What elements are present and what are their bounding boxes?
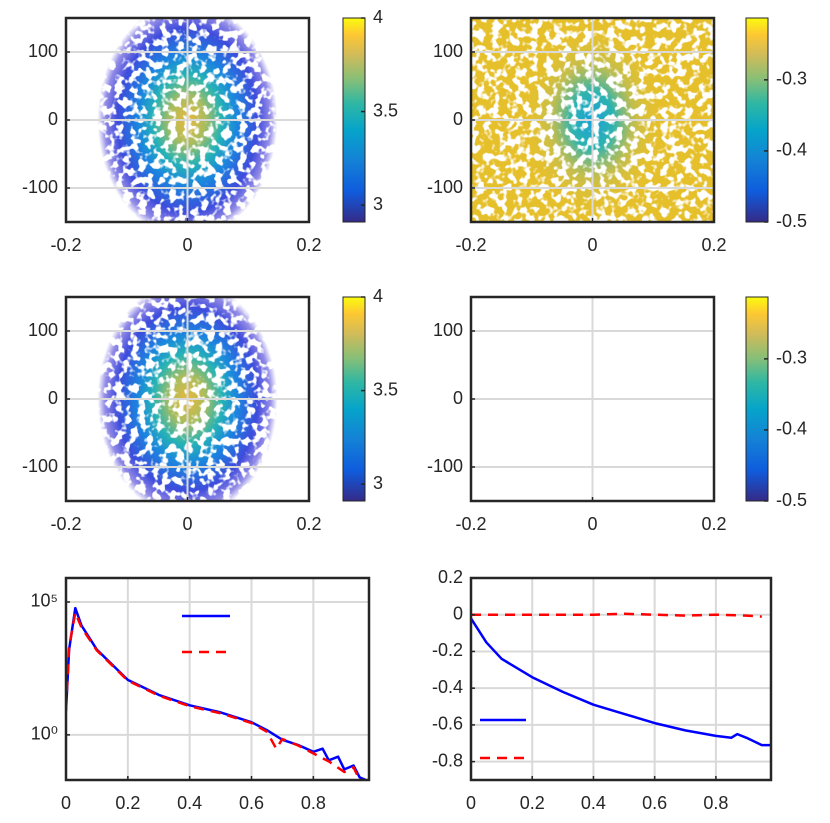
x-tick-label: 0.2 xyxy=(701,514,726,534)
axes-box xyxy=(64,576,371,782)
colorbar-tick-label: 3.5 xyxy=(373,379,398,399)
y-tick-label: 100 xyxy=(28,320,58,340)
y-tick-label: 0.2 xyxy=(438,567,463,587)
y-tick-label: 100 xyxy=(28,41,58,61)
y-tick-label: 10⁵ xyxy=(31,591,58,611)
x-tick-label: 0 xyxy=(466,793,476,813)
plot-area xyxy=(66,18,309,222)
y-tick-label: -0.8 xyxy=(432,750,463,770)
y-tick-label: 0 xyxy=(453,109,463,129)
y-tick-label: -0.2 xyxy=(432,640,463,660)
series-line xyxy=(471,617,771,747)
x-tick-label: 0 xyxy=(182,235,192,255)
x-tick-label: 0.2 xyxy=(296,235,321,255)
x-tick-label: 0.6 xyxy=(239,793,264,813)
x-tick-label: 0 xyxy=(587,514,597,534)
x-tick-label: 0.4 xyxy=(177,793,202,813)
y-tick-label: 100 xyxy=(433,320,463,340)
x-tick-label: 0.4 xyxy=(581,793,606,813)
x-tick-label: 0.2 xyxy=(115,793,140,813)
axes-box xyxy=(469,576,773,782)
x-tick-label: 0 xyxy=(587,235,597,255)
series-line xyxy=(471,612,762,618)
plot-area xyxy=(471,297,714,501)
y-tick-label: -100 xyxy=(427,456,463,476)
x-tick-label: -0.2 xyxy=(455,514,486,534)
colorbar xyxy=(745,296,769,502)
colorbar-tick-label: -0.4 xyxy=(776,140,807,160)
series-line xyxy=(66,606,367,780)
axes-box xyxy=(64,16,311,224)
colorbar-tick-label: -0.3 xyxy=(776,348,807,368)
colorbar-tick-label: -0.3 xyxy=(776,69,807,89)
y-tick-label: -100 xyxy=(427,177,463,197)
colorbar-tick-label: 3 xyxy=(373,473,383,493)
x-tick-label: -0.2 xyxy=(455,235,486,255)
x-tick-label: 0.8 xyxy=(301,793,326,813)
colorbar-tick-label: -0.4 xyxy=(776,419,807,439)
y-tick-label: -100 xyxy=(22,177,58,197)
y-tick-label: 0 xyxy=(453,603,463,623)
colorbar xyxy=(342,17,366,223)
colorbar-tick-label: -0.5 xyxy=(776,211,807,231)
y-tick-label: 10⁰ xyxy=(31,724,58,744)
y-tick-label: 0 xyxy=(48,109,58,129)
plot-area xyxy=(471,578,771,780)
plot-area xyxy=(66,297,309,501)
y-tick-label: 0 xyxy=(48,388,58,408)
x-tick-label: 0.8 xyxy=(703,793,728,813)
x-tick-label: 0 xyxy=(61,793,71,813)
plot-area xyxy=(66,578,369,780)
axes-box xyxy=(64,295,311,503)
y-tick-label: 0 xyxy=(453,388,463,408)
y-tick-label: 100 xyxy=(433,41,463,61)
colorbar-tick-label: -0.5 xyxy=(776,490,807,510)
y-tick-label: -100 xyxy=(22,456,58,476)
plot-area xyxy=(471,18,714,222)
x-tick-label: 0.2 xyxy=(701,235,726,255)
x-tick-label: 0.2 xyxy=(296,514,321,534)
colorbar-tick-label: 4 xyxy=(373,286,383,306)
x-tick-label: 0.2 xyxy=(520,793,545,813)
x-tick-label: -0.2 xyxy=(50,235,81,255)
series-line xyxy=(66,611,361,780)
axes-box xyxy=(469,295,716,503)
axes-box xyxy=(469,16,716,224)
colorbar xyxy=(342,296,366,502)
y-tick-label: -0.6 xyxy=(432,714,463,734)
colorbar-tick-label: 4 xyxy=(373,7,383,27)
x-tick-label: 0.6 xyxy=(642,793,667,813)
colorbar xyxy=(745,17,769,223)
x-tick-label: 0 xyxy=(182,514,192,534)
y-tick-label: -0.4 xyxy=(432,677,463,697)
x-tick-label: -0.2 xyxy=(50,514,81,534)
colorbar-tick-label: 3 xyxy=(373,194,383,214)
colorbar-tick-label: 3.5 xyxy=(373,100,398,120)
